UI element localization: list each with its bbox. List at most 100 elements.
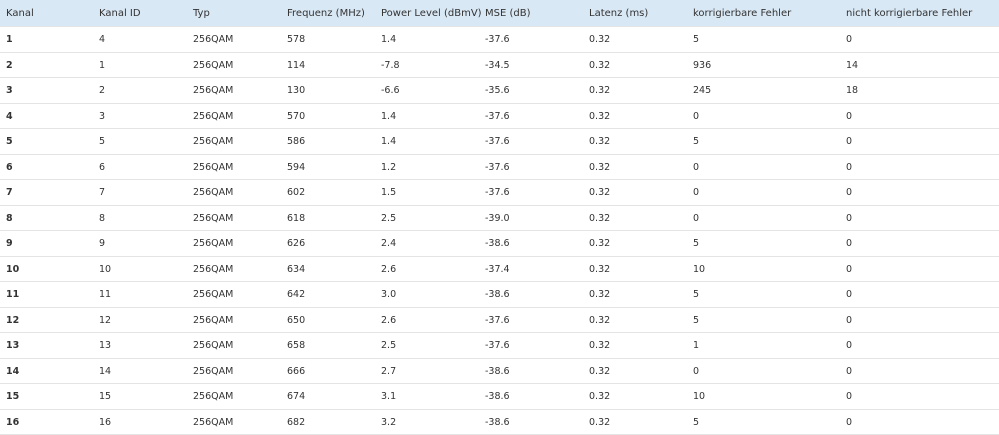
header-cell: Kanal [6, 8, 34, 19]
table-cell: 2 [99, 85, 106, 96]
table-cell: 9 [6, 238, 13, 249]
table-cell: 936 [693, 59, 712, 71]
table-cell: 18 [846, 85, 859, 96]
header-cell: korrigierbare Fehler [693, 8, 792, 19]
table-cell: 674 [287, 391, 306, 402]
table-row: 6 6 256QAM 594 1.2 -37.6 0.32 0 0 [0, 155, 999, 180]
table-cell: 0.32 [589, 238, 611, 249]
table-cell: 2.7 [381, 365, 397, 377]
table-cell: 5 [693, 314, 700, 326]
table-cell: 11 [6, 289, 20, 300]
table-row: 7 7 256QAM 602 1.5 -37.6 0.32 0 0 [0, 180, 999, 206]
table-cell: 0.32 [589, 187, 611, 198]
table-cell: 256QAM [193, 416, 234, 428]
table-row: 1 4 256QAM 578 1.4 -37.6 0.32 5 0 [0, 27, 999, 53]
table-cell: 634 [287, 263, 306, 275]
table-cell: -6.6 [381, 85, 400, 96]
table-cell: 256QAM [193, 161, 234, 173]
table-cell: 0 [846, 187, 853, 198]
table-cell: 8 [99, 212, 106, 224]
table-cell: 0.32 [589, 110, 611, 122]
table-cell: 15 [6, 391, 20, 402]
table-cell: 13 [99, 340, 112, 351]
table-row: 15 15 256QAM 674 3.1 -38.6 0.32 10 0 [0, 384, 999, 410]
table-cell: 4 [99, 34, 106, 45]
header-cell: Typ [193, 8, 210, 19]
table-cell: 0 [846, 340, 853, 351]
table-cell: 256QAM [193, 314, 234, 326]
table-cell: 0.32 [589, 391, 611, 402]
table-cell: 0 [693, 187, 700, 198]
table-cell: 0.32 [589, 416, 611, 428]
table-cell: 14 [846, 59, 859, 71]
table-cell: 8 [6, 212, 13, 224]
table-cell: 0.32 [589, 365, 611, 377]
table-cell: 0 [846, 416, 853, 428]
table-cell: 1.4 [381, 110, 397, 122]
table-cell: 658 [287, 340, 306, 351]
header-cell: MSE (dB) [485, 8, 531, 19]
table-row: 4 3 256QAM 570 1.4 -37.6 0.32 0 0 [0, 104, 999, 129]
table-cell: 650 [287, 314, 306, 326]
table-cell: 5 [693, 289, 700, 300]
table-cell: 2.5 [381, 340, 397, 351]
table-cell: 618 [287, 212, 306, 224]
table-cell: 256QAM [193, 365, 234, 377]
table-cell: 2.4 [381, 238, 397, 249]
table-cell: 570 [287, 110, 306, 122]
table-cell: 2.6 [381, 263, 397, 275]
table-cell: 0.32 [589, 314, 611, 326]
table-cell: 1.4 [381, 136, 397, 147]
table-cell: 13 [6, 340, 20, 351]
header-cell: Frequenz (MHz) [287, 8, 365, 19]
table-cell: 14 [6, 365, 20, 377]
table-cell: 245 [693, 85, 712, 96]
header-cell: nicht korrigierbare Fehler [846, 8, 973, 19]
table-cell: 578 [287, 34, 306, 45]
table-cell: 0 [846, 136, 853, 147]
table-cell: 9 [99, 238, 106, 249]
table-cell: 666 [287, 365, 306, 377]
table-cell: 0.32 [589, 263, 611, 275]
table-cell: 0.32 [589, 340, 611, 351]
table-cell: 1.5 [381, 187, 397, 198]
table-cell: 10 [693, 263, 706, 275]
table-row: 8 8 256QAM 618 2.5 -39.0 0.32 0 0 [0, 206, 999, 231]
table-cell: -7.8 [381, 59, 400, 71]
table-cell: 3 [99, 110, 106, 122]
table-cell: -37.6 [485, 161, 510, 173]
table-cell: 1 [693, 340, 700, 351]
table-cell: 256QAM [193, 289, 234, 300]
table-cell: 1.4 [381, 34, 397, 45]
table-cell: 0 [846, 212, 853, 224]
table-cell: 256QAM [193, 136, 234, 147]
table-cell: 0 [846, 34, 853, 45]
table-cell: 16 [99, 416, 112, 428]
table-cell: 0 [693, 365, 700, 377]
table-cell: 5 [693, 238, 700, 249]
table-row: 11 11 256QAM 642 3.0 -38.6 0.32 5 0 [0, 282, 999, 308]
table-cell: 256QAM [193, 263, 234, 275]
table-row: 12 12 256QAM 650 2.6 -37.6 0.32 5 0 [0, 308, 999, 333]
table-cell: 0 [693, 161, 700, 173]
table-cell: 15 [99, 391, 112, 402]
table-cell: 14 [99, 365, 112, 377]
header-cell: Power Level (dBmV) [381, 8, 482, 19]
table-cell: 0 [846, 161, 853, 173]
table-cell: 0.32 [589, 59, 611, 71]
table-cell: 256QAM [193, 59, 234, 71]
table-row: 10 10 256QAM 634 2.6 -37.4 0.32 10 0 [0, 257, 999, 282]
table-cell: 5 [693, 136, 700, 147]
table-cell: -37.6 [485, 110, 510, 122]
table-cell: 2 [6, 59, 13, 71]
table-cell: 0.32 [589, 136, 611, 147]
table-cell: 1 [6, 34, 13, 45]
table-cell: 256QAM [193, 212, 234, 224]
table-cell: 586 [287, 136, 306, 147]
table-row: 5 5 256QAM 586 1.4 -37.6 0.32 5 0 [0, 129, 999, 155]
table-cell: 0.32 [589, 34, 611, 45]
table-cell: 0 [846, 110, 853, 122]
table-cell: 5 [693, 416, 700, 428]
table-cell: -37.4 [485, 263, 510, 275]
